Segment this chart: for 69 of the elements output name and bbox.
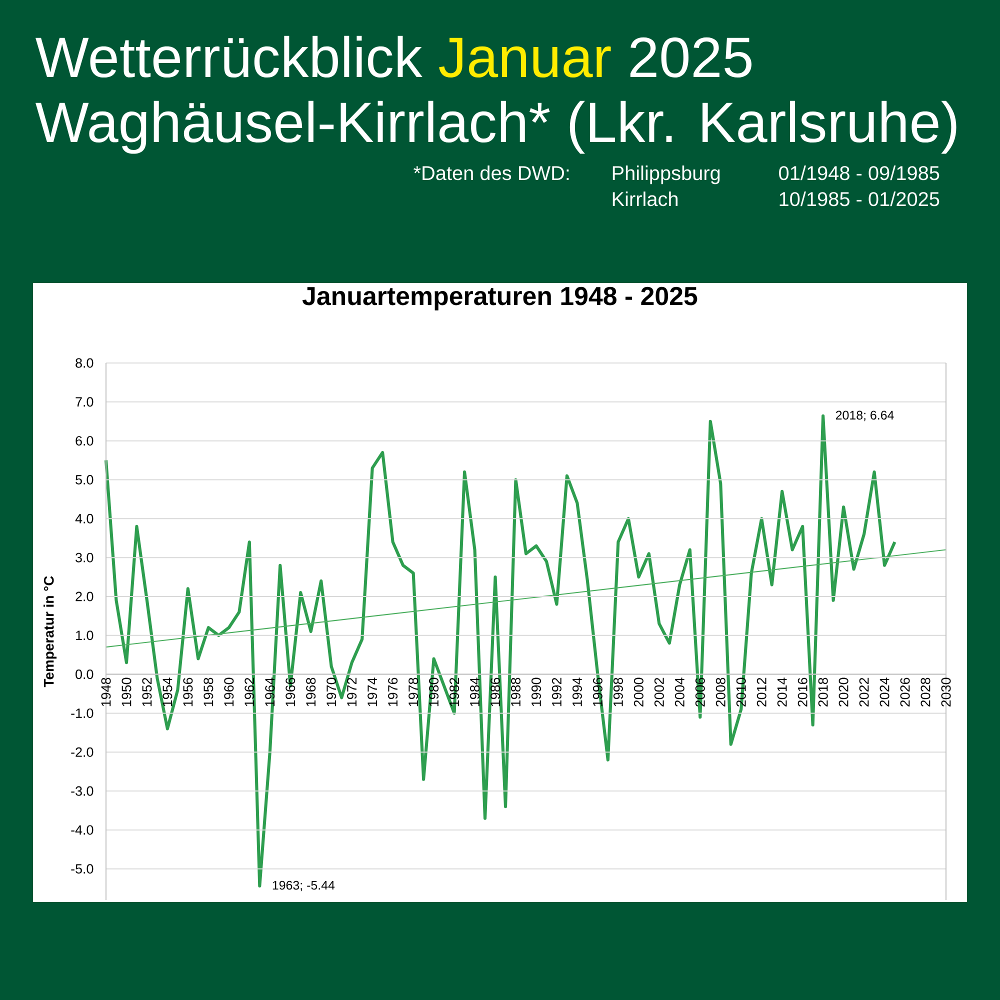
x-tick-label: 2008 [716,678,726,706]
text: 2025 [630,37,752,78]
y-tick-label: -3.0 [71,786,94,796]
x-tick-label: 1976 [388,678,398,706]
x-tick-label: 1960 [224,678,234,706]
x-tick-label: 1966 [286,678,296,706]
x-tick-label: 2010 [736,678,746,706]
text: Kirrlach [612,192,678,206]
x-tick-label: 1996 [592,678,602,706]
y-tick-label: 5.0 [76,474,94,484]
x-tick-label: 2018 [818,678,828,706]
x-tick-label: 1978 [408,678,418,706]
y-tick-label: 0.0 [76,670,94,680]
x-tick-label: 2016 [798,678,808,706]
x-tick-label: 1974 [368,678,378,706]
text: Wetterrückblick [36,36,422,78]
y-tick-label: -1.0 [71,708,94,718]
x-tick-label: 2028 [920,678,930,706]
y-tick-label: -2.0 [71,747,94,757]
x-tick-label: 1998 [613,678,623,706]
x-tick-label: 1956 [183,678,193,706]
chart-title: Januartemperaturen 1948 - 2025 [302,286,698,310]
text: Philippsburg [612,166,720,184]
text: Januar [439,38,611,78]
x-tick-label: 1968 [306,678,316,706]
y-tick-label: 2.0 [76,592,94,602]
y-tick-label: 6.0 [76,436,94,446]
x-tick-label: 1970 [326,678,336,706]
x-tick-label: 2004 [674,678,684,706]
x-tick-label: 1964 [265,678,275,706]
x-tick-label: 2014 [777,678,787,706]
x-tick-label: 1988 [511,678,521,706]
y-axis-title: Temperatur in °C [44,576,57,688]
x-tick-label: 2002 [654,678,664,706]
x-tick-label: 1982 [450,678,460,706]
x-tick-label: 2022 [859,678,869,706]
x-tick-label: 1948 [101,678,111,706]
x-tick-label: 1952 [142,678,152,706]
annotation: 1963; -5.44 [272,880,335,892]
x-tick-label: 1954 [162,678,172,706]
x-tick-label: 1962 [244,678,254,706]
y-tick-label: 1.0 [76,630,94,640]
annotation: 2018; 6.64 [836,410,894,422]
x-tick-label: 1972 [347,678,357,706]
y-tick-label: 3.0 [76,552,94,562]
y-tick-label: 7.0 [76,397,94,407]
x-tick-label: 1990 [531,678,541,706]
x-tick-label: 2024 [880,678,890,706]
x-tick-label: 2006 [695,678,705,706]
x-tick-label: 2012 [756,678,766,706]
y-tick-label: 8.0 [76,358,94,368]
text: 10/1985 - 01/2025 [780,192,940,206]
text: Waghäusel-Kirrlach* (Lkr. Karlsruhe) [36,100,956,154]
x-tick-label: 1994 [572,678,582,706]
x-tick-label: 2020 [838,678,848,706]
x-tick-label: 1992 [552,678,562,706]
y-tick-label: -4.0 [71,825,94,835]
x-tick-label: 1958 [204,678,214,706]
x-tick-label: 2000 [634,678,644,706]
x-tick-label: 2026 [900,678,910,706]
x-tick-label: 1986 [490,678,500,706]
x-tick-label: 2030 [941,678,951,706]
text: 01/1948 - 09/1985 [779,166,940,180]
x-tick-label: 1984 [470,678,480,706]
x-tick-label: 1950 [122,678,132,706]
text: *Daten des DWD: [414,166,569,180]
x-tick-label: 1980 [429,678,439,706]
y-tick-label: 4.0 [75,514,94,524]
y-tick-label: -5.0 [71,864,94,874]
